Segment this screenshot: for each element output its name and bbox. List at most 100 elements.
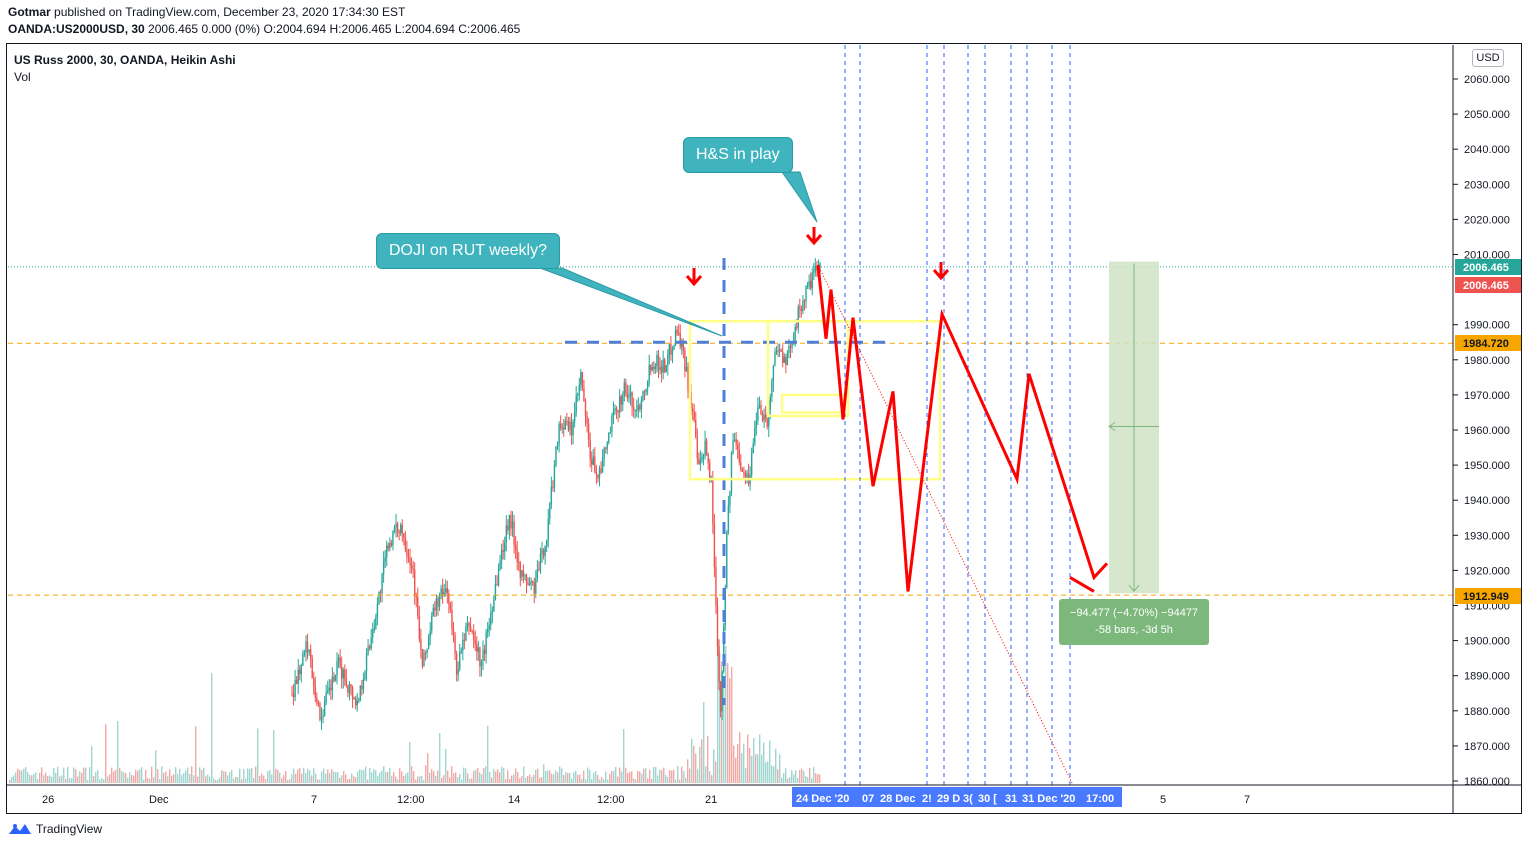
candle-body bbox=[299, 669, 301, 675]
volume-bar bbox=[635, 779, 637, 783]
currency-badge[interactable]: USD bbox=[1472, 49, 1504, 67]
down-arrow-head bbox=[805, 234, 823, 246]
volume-bar bbox=[471, 778, 473, 783]
volume-bar bbox=[765, 762, 767, 783]
candle-body bbox=[476, 643, 478, 652]
candle-body bbox=[331, 676, 334, 691]
volume-bar bbox=[531, 776, 533, 783]
candle-body bbox=[361, 685, 363, 690]
candle-body bbox=[575, 395, 577, 413]
volume-bar bbox=[653, 766, 655, 783]
candle-body bbox=[521, 570, 523, 578]
volume-bar bbox=[799, 770, 801, 783]
x-tick-label: 12:00 bbox=[597, 794, 625, 806]
volume-bar bbox=[33, 774, 35, 783]
candle-body bbox=[598, 468, 601, 479]
volume-bar bbox=[277, 769, 279, 783]
volume-bar bbox=[153, 777, 155, 783]
candle-body bbox=[434, 607, 436, 611]
volume-legend[interactable]: Vol bbox=[14, 70, 31, 84]
volume-bar bbox=[399, 768, 401, 783]
x-highlight-label: 30 [ bbox=[978, 793, 997, 805]
volume-bar bbox=[81, 773, 83, 783]
candle-body bbox=[365, 653, 368, 672]
x-highlight-label: 29 D bbox=[937, 793, 960, 805]
volume-bar bbox=[743, 743, 745, 783]
volume-bar bbox=[415, 779, 417, 783]
volume-bar bbox=[499, 772, 501, 783]
footer-brand[interactable]: TradingView bbox=[8, 822, 102, 836]
volume-bar bbox=[49, 775, 51, 783]
candle-body bbox=[322, 715, 324, 718]
candle-body bbox=[499, 560, 501, 569]
candle-body bbox=[364, 671, 366, 680]
volume-bar bbox=[539, 777, 541, 783]
volume-bar bbox=[459, 773, 461, 783]
volume-bar bbox=[283, 775, 285, 783]
volume-bar bbox=[783, 773, 785, 783]
footer-brand-label: TradingView bbox=[36, 822, 103, 836]
volume-bar bbox=[725, 645, 727, 783]
hs-callout[interactable]: H&S in play bbox=[683, 137, 793, 173]
candle-body bbox=[342, 669, 344, 679]
candle-body bbox=[797, 306, 799, 328]
price-label-bg bbox=[1455, 335, 1521, 351]
volume-bar bbox=[41, 767, 43, 783]
volume-bar bbox=[343, 770, 345, 783]
volume-bar bbox=[675, 779, 677, 783]
x-tick-label: 21 bbox=[705, 794, 717, 806]
y-tick-label: 2040.000 bbox=[1464, 144, 1510, 156]
candle-body bbox=[814, 265, 817, 272]
candle-body bbox=[535, 578, 537, 594]
volume-bar bbox=[159, 779, 161, 783]
candle-body bbox=[636, 409, 638, 411]
candle-body bbox=[485, 632, 487, 655]
candle-body bbox=[351, 687, 354, 700]
volume-bar bbox=[571, 778, 573, 783]
volume-bar bbox=[441, 777, 443, 783]
candle-body bbox=[316, 697, 318, 703]
candle-body bbox=[629, 392, 632, 396]
volume-bar bbox=[631, 771, 633, 783]
author-name[interactable]: Gotmar bbox=[8, 5, 51, 19]
candle-body bbox=[421, 649, 424, 667]
candle-body bbox=[505, 525, 508, 543]
candle-body bbox=[668, 344, 671, 355]
volume-bar bbox=[407, 772, 409, 783]
volume-bar bbox=[329, 773, 331, 783]
volume-bar bbox=[575, 770, 577, 783]
candle-body bbox=[443, 592, 445, 595]
volume-bar bbox=[435, 775, 437, 783]
y-tick-label: 1890.000 bbox=[1464, 671, 1510, 683]
volume-bar bbox=[523, 766, 525, 783]
candle-body bbox=[389, 542, 391, 549]
price-range-measure[interactable]: −94.477 (−4.70%) −94477 -58 bars, -3d 5h bbox=[1059, 599, 1209, 645]
candle-body bbox=[650, 364, 652, 371]
price-axis: 2060.000 2050.000 2040.000 2030.000 2020.000… bbox=[1452, 45, 1521, 813]
chart-legend-title[interactable]: US Russ 2000, 30, OANDA, Heikin Ashi bbox=[14, 53, 236, 67]
volume-bar bbox=[155, 750, 157, 783]
volume-bar bbox=[113, 771, 115, 783]
candle-body bbox=[772, 365, 775, 382]
candle-body bbox=[578, 384, 580, 393]
doji-callout[interactable]: DOJI on RUT weekly? bbox=[376, 233, 560, 269]
volume-bar bbox=[335, 772, 337, 783]
volume-bar bbox=[637, 770, 639, 783]
volume-bar bbox=[57, 766, 59, 783]
candle-body bbox=[524, 575, 526, 577]
candle-body bbox=[757, 407, 759, 421]
volume-bar bbox=[461, 779, 463, 783]
volume-bar bbox=[711, 775, 713, 783]
volume-bar bbox=[573, 772, 575, 783]
volume-bar bbox=[585, 779, 587, 783]
candle-body bbox=[657, 354, 660, 370]
candle-body bbox=[691, 408, 694, 412]
candle-body bbox=[733, 439, 736, 441]
volume-bar bbox=[313, 768, 315, 783]
candle-body bbox=[527, 583, 529, 585]
volume-bar bbox=[567, 773, 569, 783]
candle-body bbox=[639, 405, 641, 410]
volume-bar bbox=[137, 770, 139, 783]
volume-bar bbox=[303, 767, 305, 783]
